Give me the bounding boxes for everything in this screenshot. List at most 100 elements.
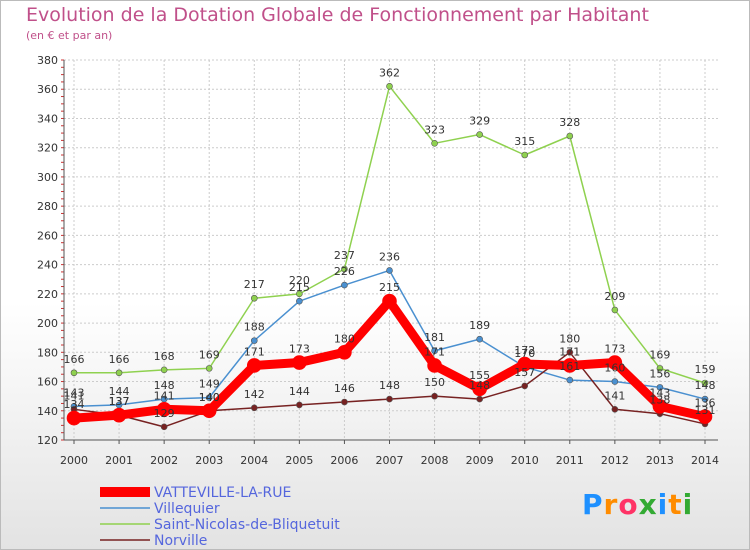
x-tick-label: 2012 — [601, 454, 629, 467]
data-label-saint-nicolas-de-bliquetuit: 362 — [379, 66, 400, 79]
y-tick-label: 340 — [37, 112, 58, 125]
data-label-vatteville-la-rue: 173 — [289, 343, 310, 356]
y-tick-label: 320 — [37, 142, 58, 155]
data-point-norville — [296, 401, 303, 409]
data-point-villequier — [566, 376, 574, 384]
y-tick-label: 160 — [37, 376, 58, 389]
x-tick-label: 2008 — [421, 454, 449, 467]
data-point-saint-nicolas-de-bliquetuit — [250, 294, 258, 302]
data-label-vatteville-la-rue: 137 — [109, 395, 130, 408]
x-tick-label: 2011 — [556, 454, 584, 467]
data-label-saint-nicolas-de-bliquetuit: 168 — [154, 350, 175, 363]
data-point-vatteville-la-rue — [562, 358, 578, 373]
data-point-villequier — [205, 394, 213, 401]
y-tick-label: 280 — [37, 200, 58, 213]
data-label-vatteville-la-rue: 134 — [64, 398, 85, 411]
data-label-norville: 148 — [379, 379, 400, 392]
data-label-villequier: 149 — [199, 378, 220, 391]
data-label-saint-nicolas-de-bliquetuit: 329 — [469, 115, 490, 128]
data-point-norville — [160, 423, 168, 431]
data-point-saint-nicolas-de-bliquetuit — [431, 140, 438, 147]
data-point-saint-nicolas-de-bliquetuit — [205, 365, 213, 372]
data-point-vatteville-la-rue — [201, 403, 217, 419]
data-point-norville — [386, 395, 393, 403]
data-label-vatteville-la-rue: 140 — [199, 391, 220, 404]
legend-label-villequier: Villequier — [154, 501, 220, 517]
x-tick-label: 2013 — [646, 454, 674, 467]
data-point-norville — [250, 404, 258, 412]
data-point-saint-nicolas-de-bliquetuit — [566, 132, 574, 140]
data-label-villequier: 215 — [289, 281, 310, 294]
x-tick-label: 2002 — [150, 454, 178, 467]
data-point-vatteville-la-rue — [652, 399, 668, 414]
data-point-saint-nicolas-de-bliquetuit — [521, 151, 529, 159]
y-tick-label: 260 — [37, 229, 58, 242]
y-tick-label: 380 — [37, 54, 58, 67]
data-point-norville — [476, 395, 483, 403]
data-point-vatteville-la-rue — [472, 381, 487, 397]
x-tick-label: 2010 — [511, 454, 539, 467]
data-label-vatteville-la-rue: 136 — [695, 397, 716, 410]
logo-letter: x — [638, 488, 658, 521]
data-label-saint-nicolas-de-bliquetuit: 237 — [334, 249, 355, 262]
data-label-villequier: 170 — [514, 347, 535, 360]
logo-letter: i — [682, 488, 694, 521]
x-tick-label: 2001 — [105, 454, 133, 467]
data-point-norville — [611, 406, 619, 413]
data-point-saint-nicolas-de-bliquetuit — [341, 265, 348, 273]
data-label-villequier: 189 — [469, 319, 490, 332]
logo-letter: o — [618, 488, 639, 521]
data-point-vatteville-la-rue — [607, 355, 623, 370]
data-label-saint-nicolas-de-bliquetuit: 217 — [244, 278, 265, 291]
data-point-vatteville-la-rue — [517, 356, 533, 372]
grid — [64, 59, 718, 441]
data-label-vatteville-la-rue: 141 — [154, 389, 175, 402]
data-label-vatteville-la-rue: 172 — [514, 344, 535, 357]
data-label-saint-nicolas-de-bliquetuit: 220 — [289, 274, 310, 287]
data-point-vatteville-la-rue — [382, 293, 397, 309]
data-point-villequier — [431, 347, 438, 355]
data-label-saint-nicolas-de-bliquetuit: 209 — [604, 290, 625, 303]
data-label-norville: 148 — [469, 379, 490, 392]
data-label-vatteville-la-rue: 180 — [334, 332, 355, 345]
data-label-norville: 129 — [154, 407, 175, 420]
data-labels: 134 137 141 140 171 173 180 215 171 155 172 171 173 1… — [64, 66, 716, 420]
y-tick-label: 240 — [37, 259, 58, 272]
data-point-saint-nicolas-de-bliquetuit — [656, 365, 664, 372]
data-label-vatteville-la-rue: 171 — [424, 345, 445, 358]
data-point-saint-nicolas-de-bliquetuit — [160, 366, 168, 374]
data-label-villequier: 181 — [424, 331, 445, 344]
x-tick-label: 2009 — [466, 454, 494, 467]
legend: VATTEVILLE-LA-RUEVillequierSaint-Nicolas… — [100, 485, 340, 549]
logo-letter: i — [657, 488, 669, 521]
data-label-vatteville-la-rue: 171 — [244, 345, 265, 358]
data-label-villequier: 160 — [604, 362, 625, 375]
data-point-vatteville-la-rue — [156, 402, 172, 417]
data-label-saint-nicolas-de-bliquetuit: 315 — [514, 135, 535, 148]
x-tick-label: 2007 — [376, 454, 404, 467]
chart-subtitle: (en € et par an) — [26, 29, 113, 42]
data-point-vatteville-la-rue — [427, 358, 442, 373]
data-point-norville — [431, 392, 438, 400]
y-tick-label: 140 — [37, 405, 58, 418]
data-point-villequier — [250, 337, 258, 344]
chart-title: Evolution de la Dotation Globale de Fonc… — [26, 4, 649, 26]
series-line-saint-nicolas-de-bliquetuit — [74, 85, 706, 384]
y-tick-label: 300 — [37, 171, 58, 184]
data-point-vatteville-la-rue — [66, 410, 82, 426]
data-label-norville: 138 — [649, 394, 670, 407]
data-label-norville: 131 — [695, 404, 716, 417]
data-label-villequier: 148 — [695, 379, 716, 392]
data-label-villequier: 156 — [649, 367, 670, 380]
y-tick-label: 220 — [37, 288, 58, 301]
data-point-villequier — [611, 378, 619, 385]
data-label-vatteville-la-rue: 155 — [469, 369, 490, 382]
data-label-villequier: 148 — [154, 379, 175, 392]
y-tick-label: 200 — [37, 317, 58, 330]
data-point-norville — [521, 382, 529, 390]
data-label-norville: 144 — [289, 385, 310, 398]
data-point-saint-nicolas-de-bliquetuit — [701, 379, 709, 387]
data-label-saint-nicolas-de-bliquetuit: 169 — [199, 348, 220, 361]
x-tick-label: 2006 — [330, 454, 358, 467]
